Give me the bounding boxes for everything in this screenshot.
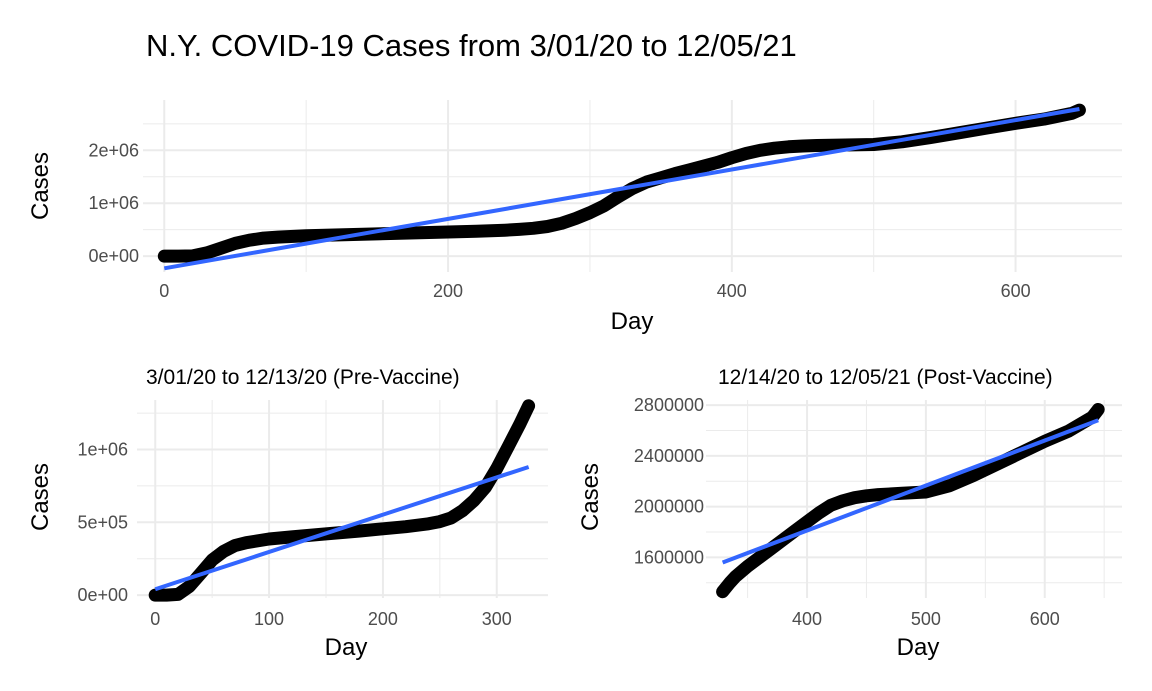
x-tick-label: 500 — [911, 609, 941, 629]
y-tick-label: 0e+00 — [77, 585, 128, 605]
panel-all-y-axis-title: Cases — [27, 152, 54, 220]
y-tick-label: 5e+05 — [77, 512, 128, 532]
trend-line — [163, 107, 1080, 271]
x-tick-label: 400 — [717, 281, 747, 301]
panel-post-y-axis-title: Cases — [577, 463, 604, 531]
panel-all-grid — [143, 100, 1122, 272]
cases-line — [148, 399, 536, 602]
y-tick-label: 1e+06 — [77, 440, 128, 460]
x-tick-label: 300 — [482, 609, 512, 629]
trend-line — [721, 418, 1099, 565]
trend-line — [154, 465, 530, 592]
panel-pre-y-axis-title: Cases — [27, 463, 54, 531]
y-tick-label: 2400000 — [634, 446, 704, 466]
panel-post-series — [716, 403, 1105, 599]
panel-post-x-axis-title: Day — [897, 634, 940, 661]
x-tick-label: 100 — [254, 609, 284, 629]
main-chart-title: N.Y. COVID-19 Cases from 3/01/20 to 12/0… — [146, 28, 797, 63]
panel-pre-ticks: 0 100 200 300 0e+00 5e+05 1e+06 — [77, 440, 511, 630]
panel-pre-series — [148, 399, 536, 602]
panel-pre-x-axis-title: Day — [325, 634, 368, 661]
x-tick-label: 600 — [1001, 281, 1031, 301]
pre-vaccine-chart-title: 3/01/20 to 12/13/20 (Pre-Vaccine) — [146, 366, 460, 389]
y-tick-label: 2800000 — [634, 395, 704, 415]
panel-all-x-axis-title: Day — [611, 308, 654, 335]
panel-pre-grid — [137, 400, 548, 598]
cases-line — [716, 403, 1105, 599]
y-tick-label: 0e+00 — [88, 246, 139, 266]
x-tick-label: 600 — [1030, 609, 1060, 629]
x-tick-label: 200 — [433, 281, 463, 301]
panel-all-days: N.Y. COVID-19 Cases from 3/01/20 to 12/0… — [27, 28, 1122, 335]
y-tick-label: 1e+06 — [88, 193, 139, 213]
panel-post-ticks: 400 500 600 1600000 2000000 2400000 2800000 — [634, 395, 1060, 629]
panel-all-ticks: 0 200 400 600 0e+00 1e+06 2e+06 — [88, 140, 1030, 301]
panel-all-series — [157, 103, 1086, 271]
x-tick-label: 0 — [159, 281, 169, 301]
y-tick-label: 2000000 — [634, 497, 704, 517]
y-tick-label: 2e+06 — [88, 140, 139, 160]
x-tick-label: 200 — [368, 609, 398, 629]
post-vaccine-chart-title: 12/14/20 to 12/05/21 (Post-Vaccine) — [718, 366, 1053, 389]
panel-pre-vaccine: 3/01/20 to 12/13/20 (Pre-Vaccine) 0 100 20… — [27, 366, 548, 661]
x-tick-label: 400 — [792, 609, 822, 629]
x-tick-label: 0 — [150, 609, 160, 629]
panel-post-vaccine: 12/14/20 to 12/05/21 (Post-Vaccine) 400 5… — [577, 366, 1122, 661]
y-tick-label: 1600000 — [634, 547, 704, 567]
panel-post-grid — [706, 400, 1122, 598]
